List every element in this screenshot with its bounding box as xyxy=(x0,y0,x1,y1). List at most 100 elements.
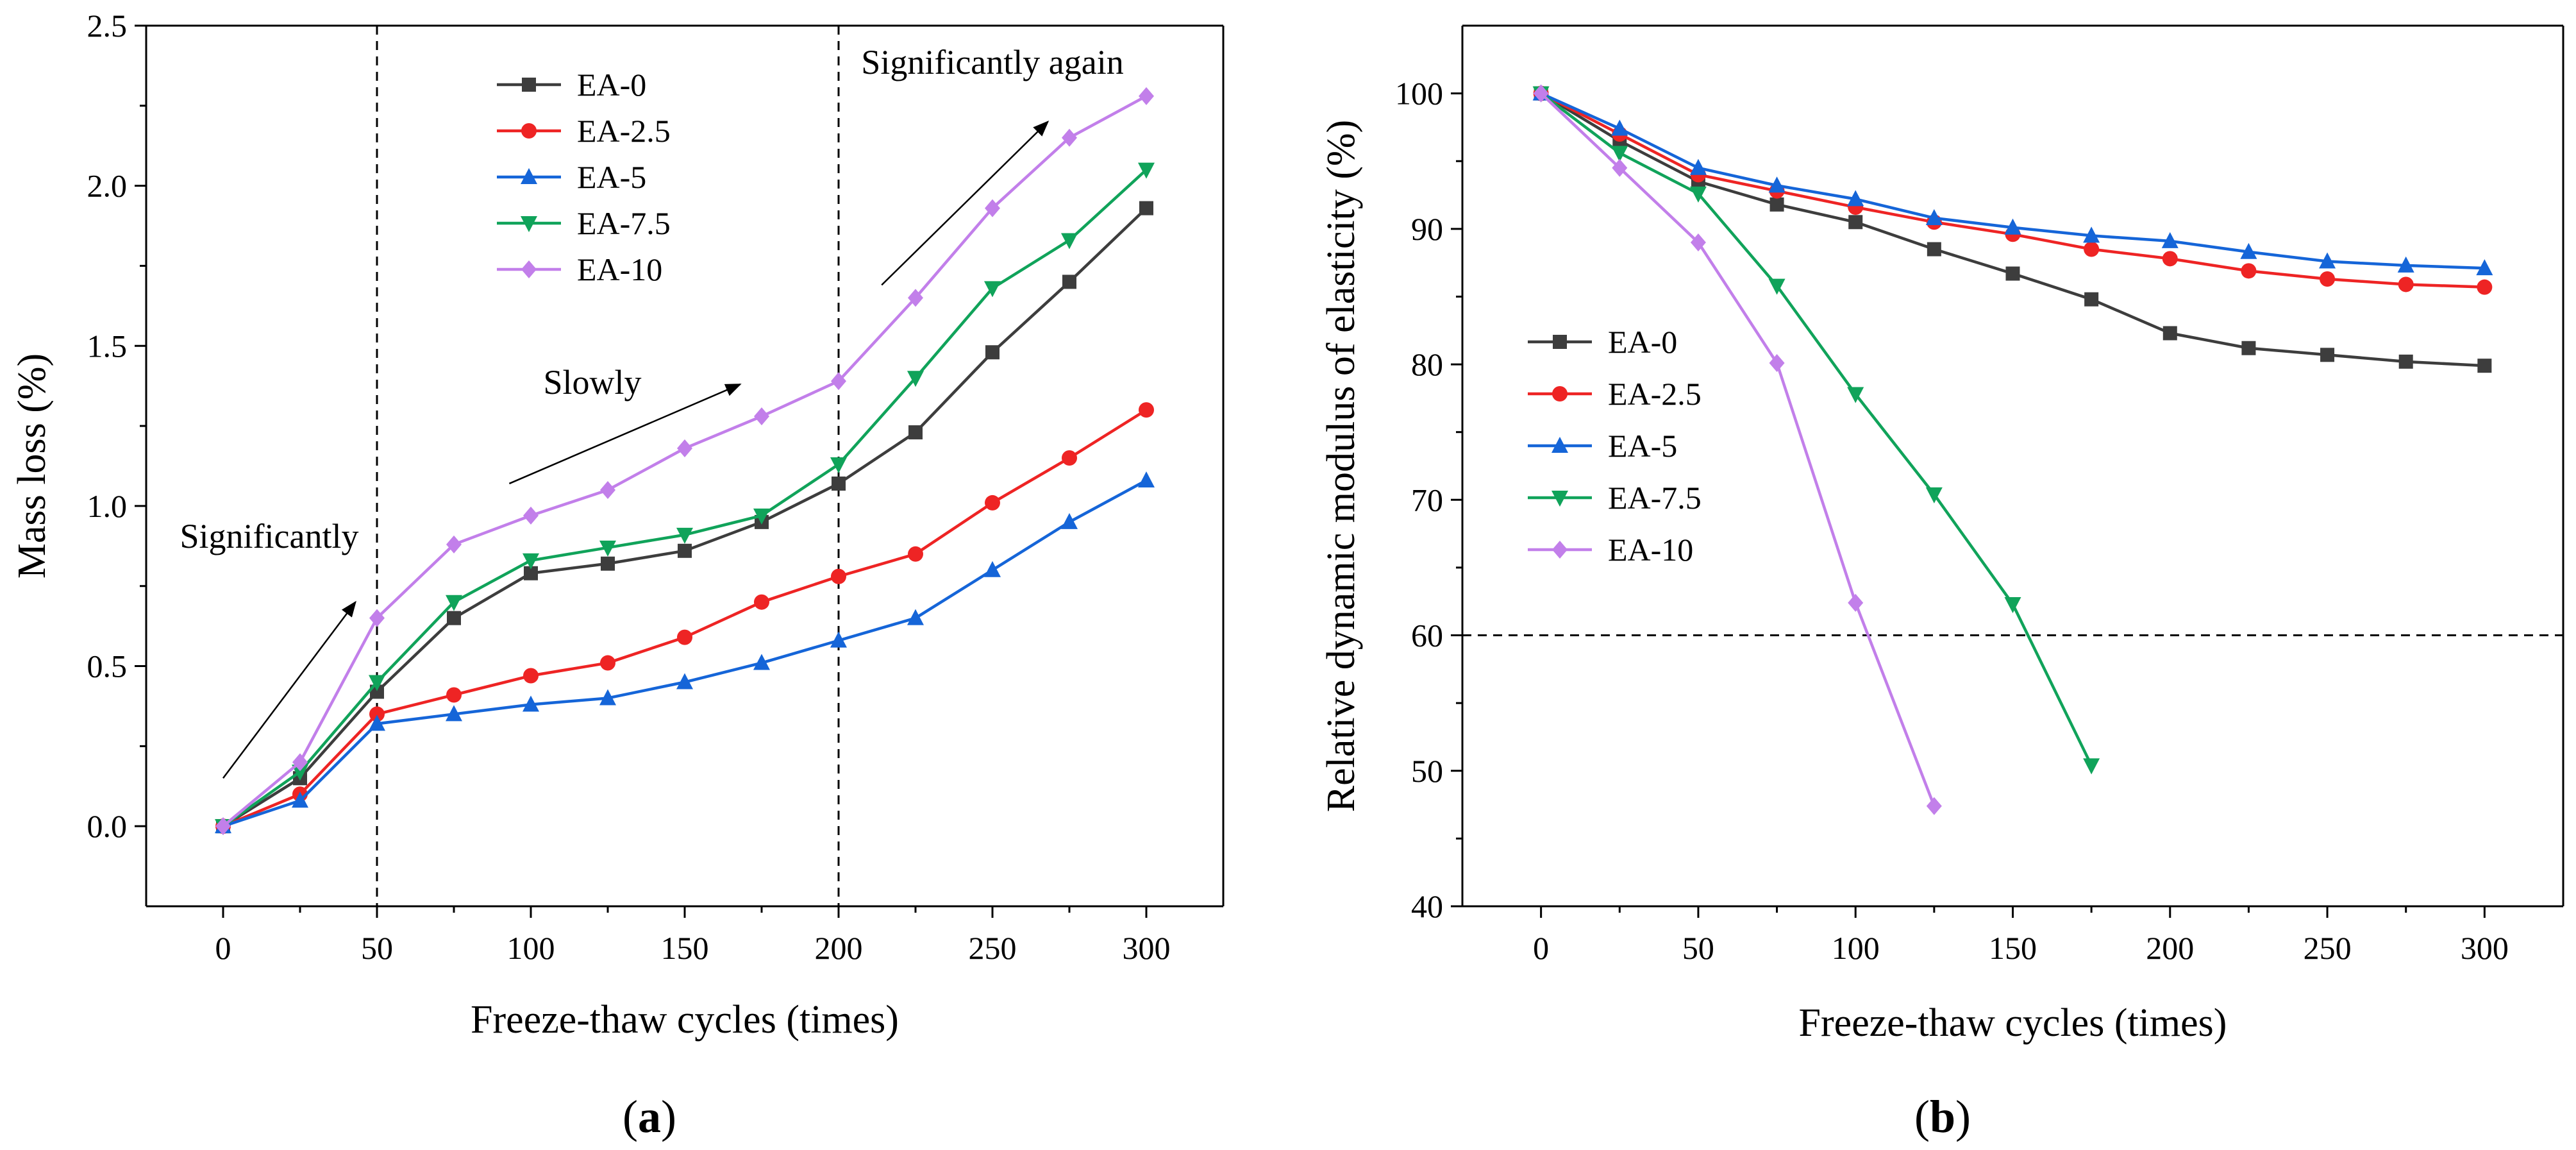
legend-label: EA-0 xyxy=(1608,324,1677,360)
data-point-EA-10 xyxy=(831,372,846,391)
data-point-EA-0 xyxy=(1139,201,1153,216)
y-tick-label: 0.5 xyxy=(87,648,128,684)
data-point-EA-10 xyxy=(677,439,692,458)
data-point-EA-2.5 xyxy=(2162,251,2178,267)
x-tick-label: 250 xyxy=(969,930,1017,966)
data-point-EA-5 xyxy=(1611,119,1628,136)
data-point-EA-0 xyxy=(524,566,538,580)
series-EA-10 xyxy=(215,87,1154,836)
data-point-EA-5 xyxy=(2161,232,2179,248)
data-point-EA-5 xyxy=(446,705,462,722)
data-point-EA-7.5 xyxy=(292,765,308,781)
data-point-EA-5 xyxy=(2083,226,2100,243)
data-point-EA-2.5 xyxy=(754,594,769,610)
y-tick-label: 100 xyxy=(1395,76,1443,112)
panel-a-label: (a) xyxy=(623,1091,676,1142)
legend-label: EA-2.5 xyxy=(1608,376,1702,412)
data-point-EA-0 xyxy=(2320,348,2335,362)
data-point-EA-2.5 xyxy=(2477,279,2493,295)
legend-marker xyxy=(1553,335,1567,349)
legend-label: EA-10 xyxy=(577,251,662,287)
legend-marker xyxy=(521,260,537,278)
data-point-EA-5 xyxy=(523,695,539,712)
series-line-EA-7.5 xyxy=(1540,92,2093,766)
legend-marker xyxy=(1552,541,1568,559)
data-point-EA-7.5 xyxy=(1611,146,1628,162)
panel-a-y-axis-label: Mass loss (%) xyxy=(10,353,54,579)
data-point-EA-0 xyxy=(908,425,923,440)
y-tick-label: 60 xyxy=(1411,618,1443,654)
data-point-EA-10 xyxy=(523,506,539,525)
legend-item-EA-0: EA-0 xyxy=(1528,324,1677,360)
data-point-EA-7.5 xyxy=(2004,596,2021,613)
data-point-EA-10 xyxy=(1848,593,1864,612)
panel-a-series xyxy=(215,87,1155,836)
data-point-EA-7.5 xyxy=(830,457,847,474)
data-point-EA-2.5 xyxy=(1139,402,1154,418)
x-tick-label: 0 xyxy=(215,930,231,966)
y-tick-label: 50 xyxy=(1411,753,1443,789)
data-point-EA-2.5 xyxy=(600,655,615,671)
data-point-EA-10 xyxy=(985,199,1000,217)
series-EA-10 xyxy=(1533,84,1942,815)
legend-item-EA-2.5: EA-2.5 xyxy=(1528,376,1702,412)
data-point-EA-7.5 xyxy=(1138,162,1155,179)
x-tick-label: 50 xyxy=(361,930,393,966)
data-point-EA-5 xyxy=(1768,176,1786,193)
y-tick-label: 70 xyxy=(1411,482,1443,518)
data-point-EA-2.5 xyxy=(2241,263,2257,279)
data-point-EA-10 xyxy=(1769,353,1785,372)
data-point-EA-2.5 xyxy=(1062,450,1077,466)
panel-a-axes xyxy=(145,24,1225,908)
data-point-EA-0 xyxy=(2005,266,2020,281)
panel-a-legend: EA-0 EA-2.5 EA-5 EA-7.5 EA-10 xyxy=(497,67,671,287)
data-point-EA-2.5 xyxy=(523,668,539,684)
data-point-EA-0 xyxy=(2398,354,2413,369)
legend-item-EA-7.5: EA-7.5 xyxy=(497,205,671,241)
y-tick-label: 2.0 xyxy=(87,168,128,204)
annotation-text: Significantly again xyxy=(861,43,1123,81)
data-point-EA-7.5 xyxy=(1847,387,1864,403)
data-point-EA-7.5 xyxy=(984,281,1001,298)
legend-marker xyxy=(521,216,537,232)
y-tick-label: 0.0 xyxy=(87,808,128,844)
data-point-EA-5 xyxy=(2476,259,2493,276)
legend-item-EA-10: EA-10 xyxy=(497,251,662,287)
legend-marker xyxy=(521,168,537,184)
data-point-EA-0 xyxy=(678,543,692,558)
series-line-EA-10 xyxy=(1540,92,1936,807)
data-point-EA-2.5 xyxy=(831,568,846,584)
panel-a-arrows xyxy=(222,121,1050,779)
data-point-EA-5 xyxy=(984,561,1001,577)
data-point-EA-5 xyxy=(599,689,616,706)
data-point-EA-7.5 xyxy=(523,553,539,570)
panel-b-y-axis-label: Relative dynamic modulus of elasticity (… xyxy=(1319,120,1363,813)
data-point-EA-7.5 xyxy=(907,371,924,387)
y-tick-label: 2.5 xyxy=(87,8,128,44)
y-tick-label: 80 xyxy=(1411,346,1443,382)
data-point-EA-10 xyxy=(215,817,231,836)
legend-marker xyxy=(1551,491,1568,507)
legend-label: EA-2.5 xyxy=(577,113,671,149)
legend-marker xyxy=(521,123,537,139)
trend-arrow xyxy=(508,384,742,485)
data-point-EA-5 xyxy=(830,631,847,648)
data-point-EA-0 xyxy=(447,611,461,625)
data-point-EA-5 xyxy=(676,673,693,689)
data-point-EA-0 xyxy=(2162,326,2177,341)
data-point-EA-10 xyxy=(1062,128,1077,147)
data-point-EA-0 xyxy=(2084,292,2099,307)
legend-marker xyxy=(522,78,536,92)
legend-item-EA-0: EA-0 xyxy=(497,67,646,103)
series-line-EA-10 xyxy=(222,94,1148,827)
x-tick-label: 50 xyxy=(1682,930,1714,966)
data-point-EA-10 xyxy=(446,535,462,554)
data-point-EA-5 xyxy=(2397,256,2414,273)
data-point-EA-0 xyxy=(601,556,615,571)
data-point-EA-2.5 xyxy=(2084,241,2100,257)
data-point-EA-10 xyxy=(1533,84,1549,103)
y-tick-label: 1.5 xyxy=(87,328,128,364)
x-tick-label: 300 xyxy=(1123,930,1171,966)
data-point-EA-10 xyxy=(1926,797,1942,815)
